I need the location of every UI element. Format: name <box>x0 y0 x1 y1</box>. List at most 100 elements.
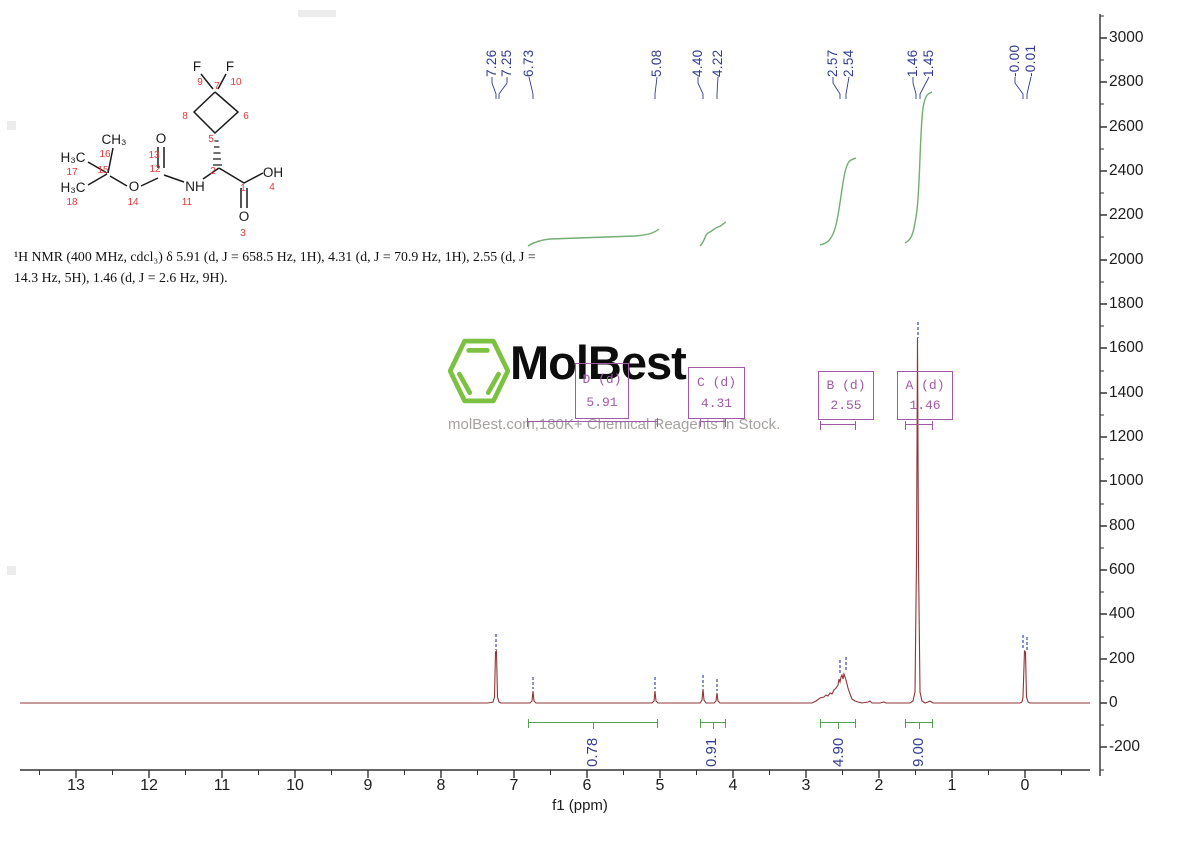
x-tick-label: 1 <box>947 777 957 794</box>
shift-label: 1.45 <box>921 49 936 77</box>
x-tick-label: 3 <box>801 777 811 794</box>
y-tick-label: 2600 <box>1109 118 1144 135</box>
num-3: 3 <box>240 228 246 239</box>
shift-label: 4.22 <box>710 49 725 77</box>
atom-OH: OH <box>263 165 283 180</box>
y-tick-label: 0 <box>1109 694 1118 711</box>
x-tick-label: 0 <box>1020 777 1030 794</box>
integral-bracket-tick <box>713 723 715 729</box>
atom-H3C-18: H₃C <box>61 180 86 195</box>
atom-F10: F <box>226 59 234 74</box>
integral-bracket-tick <box>919 723 921 729</box>
atom-O13: O <box>156 131 167 146</box>
num-7: 7 <box>214 81 220 92</box>
y-tick-label: 400 <box>1109 605 1135 622</box>
watermark-logo: MolBest molBest.com,180K+ Chemical Reage… <box>448 333 780 435</box>
y-tick-label: -200 <box>1109 738 1141 755</box>
x-tick-label: 9 <box>363 777 373 794</box>
num-1: 1 <box>240 183 246 194</box>
x-tick-label: 6 <box>582 777 592 794</box>
assignment-shift: 1.46 <box>909 398 941 414</box>
x-tick-label: 12 <box>140 777 158 794</box>
x-tick-label: 2 <box>874 777 884 794</box>
num-4: 4 <box>269 182 275 193</box>
y-tick-label: 800 <box>1109 517 1135 534</box>
y-tick-label: 200 <box>1109 650 1135 667</box>
atom-F9: F <box>193 59 201 74</box>
shift-label: -0.00 <box>1007 44 1022 77</box>
y-tick-label: 2200 <box>1109 206 1144 223</box>
y-tick-label: 2000 <box>1109 251 1144 268</box>
num-8: 8 <box>182 111 188 122</box>
nmr-caption: ¹H NMR (400 MHz, cdcl₃) δ 5.91 (d, J = 6… <box>14 249 536 285</box>
integral-bracket <box>700 718 726 729</box>
integral-value: 9.00 <box>910 737 927 767</box>
assignment-box-A: A (d) 1.46 <box>897 371 953 420</box>
x-tick-label: 8 <box>436 777 446 794</box>
shift-label: 6.73 <box>521 49 536 77</box>
watermark-tagline: molBest.com,180K+ Chemical Reagents In S… <box>448 416 781 433</box>
range-bracket-D <box>527 417 658 427</box>
bond-lines <box>87 73 264 208</box>
x-tick-label: 11 <box>213 777 231 794</box>
y-tick-label: 1600 <box>1109 339 1144 356</box>
shift-label: 2.54 <box>841 49 856 77</box>
shift-label: 5.08 <box>649 49 664 77</box>
num-15: 15 <box>97 165 109 176</box>
shift-label: 4.40 <box>690 49 705 77</box>
num-18: 18 <box>66 197 78 208</box>
range-bracket-C <box>700 417 726 427</box>
assignment-label: A (d) <box>905 377 945 393</box>
assignment-box-D: D (d) 5.91 <box>575 363 629 419</box>
atom-labels: F F CH₃ H₃C H₃C O O O OH NH <box>61 59 284 224</box>
y-tick-label: 3000 <box>1109 29 1144 46</box>
assignment-label: B (d) <box>826 377 866 393</box>
shift-label: -0.01 <box>1023 44 1038 77</box>
y-tick-label: 1400 <box>1109 384 1144 401</box>
atom-H3C-17: H₃C <box>61 150 86 165</box>
num-5: 5 <box>208 134 214 145</box>
num-14: 14 <box>127 197 139 208</box>
num-11: 11 <box>182 197 193 208</box>
brand-name: MolBest <box>510 336 687 389</box>
assignment-label: C (d) <box>696 374 736 390</box>
assignment-box-C: C (d) 4.31 <box>688 367 745 419</box>
y-tick-label: 1200 <box>1109 428 1144 445</box>
atom-O3: O <box>239 209 250 224</box>
num-6: 6 <box>243 111 249 122</box>
integral-bracket-tick <box>838 723 840 729</box>
shift-label: 7.25 <box>499 49 514 77</box>
artifact-marks <box>7 10 336 575</box>
y-tick-label: 2800 <box>1109 73 1144 90</box>
spectrum-trace <box>20 337 1090 704</box>
y-tick-label: 1800 <box>1109 295 1144 312</box>
atom-NH: NH <box>185 179 205 194</box>
assignment-shift: 2.55 <box>830 398 862 414</box>
num-13: 13 <box>148 150 160 161</box>
y-axis <box>1099 14 1107 776</box>
shift-label: 2.57 <box>825 49 840 77</box>
integral-value: 4.90 <box>830 737 847 767</box>
integral-curves <box>527 91 933 247</box>
assignment-box-B: B (d) 2.55 <box>818 371 874 420</box>
peak-markers <box>495 322 1028 691</box>
y-tick-label: 600 <box>1109 561 1135 578</box>
integral-value: 0.91 <box>703 737 720 767</box>
x-tick-label: 13 <box>67 777 85 794</box>
integral-bracket <box>905 718 933 729</box>
assignment-shift: 5.91 <box>586 395 618 410</box>
num-10: 10 <box>230 77 242 88</box>
x-axis <box>20 769 1090 778</box>
x-tick-label: 5 <box>655 777 665 794</box>
x-tick-label: 10 <box>286 777 304 794</box>
range-bracket-A <box>905 420 933 430</box>
x-tick-label: 7 <box>509 777 519 794</box>
x-axis-title: f1 (ppm) <box>552 797 608 814</box>
hexagon-logo-icon <box>448 338 510 404</box>
num-9: 9 <box>197 77 203 88</box>
num-2: 2 <box>210 166 216 177</box>
num-16: 16 <box>99 149 111 160</box>
num-17: 17 <box>66 167 78 178</box>
assignment-label: D (d) <box>582 372 622 387</box>
